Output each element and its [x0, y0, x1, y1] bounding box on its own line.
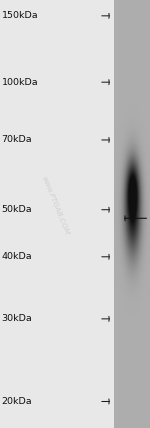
Text: 20kDa: 20kDa: [2, 397, 32, 406]
Text: 150kDa: 150kDa: [2, 11, 38, 21]
Text: 40kDa: 40kDa: [2, 252, 32, 262]
Text: www.PTGAB.COM: www.PTGAB.COM: [41, 175, 70, 236]
Text: 70kDa: 70kDa: [2, 135, 32, 145]
Text: 30kDa: 30kDa: [2, 314, 32, 324]
Text: 100kDa: 100kDa: [2, 77, 38, 87]
Text: 50kDa: 50kDa: [2, 205, 32, 214]
